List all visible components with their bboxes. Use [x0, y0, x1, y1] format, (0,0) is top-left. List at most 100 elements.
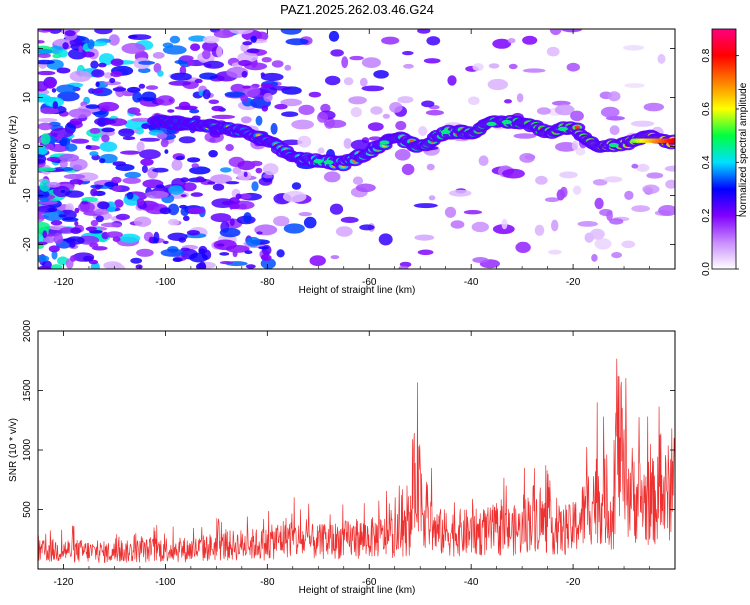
- noise-cell: [168, 80, 192, 86]
- noise-cell: [280, 29, 302, 35]
- x-tick-label: -100: [155, 577, 175, 588]
- colorbar-tick-label: 0.8: [701, 48, 712, 62]
- noise-cell-strong: [60, 190, 66, 193]
- ridge-hotspot: [608, 142, 619, 148]
- noise-cell-strong: [41, 29, 56, 32]
- noise-cell-strong: [70, 255, 77, 262]
- noise-cell: [271, 60, 284, 68]
- noise-cell-strong: [235, 193, 242, 200]
- noise-cell: [561, 29, 583, 33]
- noise-cell: [168, 218, 180, 226]
- noise-cell: [145, 190, 169, 199]
- noise-cell: [108, 34, 120, 46]
- noise-cell-strong: [249, 160, 263, 167]
- noise-cell: [98, 53, 115, 66]
- noise-cell: [58, 49, 68, 58]
- noise-cell: [591, 254, 598, 262]
- noise-cell: [325, 75, 341, 86]
- noise-cell-strong: [145, 85, 159, 90]
- noise-cell: [189, 109, 200, 114]
- noise-cell: [126, 192, 134, 200]
- noise-cell: [58, 137, 71, 147]
- noise-cell-strong: [250, 35, 257, 43]
- noise-cell: [89, 151, 99, 157]
- noise-cell: [609, 218, 624, 225]
- noise-cell: [335, 226, 353, 237]
- noise-cell: [232, 167, 242, 175]
- noise-cell: [297, 135, 312, 148]
- noise-cell: [136, 248, 154, 257]
- noise-cell: [274, 103, 288, 110]
- noise-cell: [167, 232, 188, 241]
- noise-cell-strong: [240, 94, 249, 103]
- ridge-hotspot: [313, 159, 324, 164]
- noise-cell: [515, 241, 531, 253]
- noise-cell: [536, 107, 551, 115]
- noise-cell: [38, 70, 56, 76]
- noise-cell: [631, 205, 650, 213]
- noise-cell: [534, 224, 545, 236]
- noise-cell: [169, 35, 181, 44]
- noise-cell: [501, 218, 508, 230]
- y-tick-label: -20: [22, 237, 33, 252]
- noise-cell: [157, 70, 164, 77]
- noise-cell: [58, 153, 80, 162]
- noise-cell-strong: [244, 250, 253, 255]
- noise-cell: [298, 212, 313, 217]
- x-tick-label: -40: [464, 277, 479, 288]
- noise-cell: [636, 163, 650, 172]
- colorbar-tick-label: 0.4: [701, 155, 712, 169]
- noise-cell-strong: [239, 203, 247, 210]
- noise-cell: [281, 111, 299, 117]
- noise-cell-strong: [78, 45, 83, 53]
- noise-cell-strong: [50, 220, 63, 226]
- y-tick-label: 2000: [22, 319, 33, 342]
- noise-cell: [170, 72, 192, 81]
- x-tick-label: -20: [566, 277, 581, 288]
- noise-cell: [325, 119, 347, 128]
- noise-cell: [402, 51, 414, 56]
- noise-cell: [488, 63, 500, 69]
- noise-cell: [38, 167, 56, 172]
- noise-cell: [246, 236, 261, 247]
- noise-cell: [160, 248, 185, 257]
- noise-cell-strong: [112, 236, 121, 242]
- noise-cell: [463, 210, 482, 215]
- noise-cell-strong: [242, 41, 253, 46]
- colorbar-tick-label: 0.2: [701, 208, 712, 222]
- noise-cell-strong: [164, 149, 169, 154]
- noise-cell: [413, 203, 438, 209]
- noise-cell: [643, 102, 664, 112]
- noise-cell: [611, 252, 622, 259]
- noise-cell-strong: [41, 266, 52, 269]
- noise-cell: [548, 249, 562, 255]
- noise-cell-strong: [190, 43, 201, 51]
- noise-cell: [115, 213, 130, 220]
- noise-cell: [468, 96, 480, 105]
- noise-cell: [135, 127, 144, 135]
- noise-cell: [99, 158, 106, 164]
- noise-cell: [291, 182, 302, 190]
- noise-cell: [341, 56, 349, 69]
- noise-cell: [559, 171, 578, 179]
- noise-cell-strong: [74, 221, 79, 226]
- noise-cell: [175, 155, 185, 161]
- noise-cell-strong: [62, 42, 69, 50]
- noise-cell-strong: [64, 30, 76, 37]
- noise-cell-strong: [85, 226, 97, 232]
- noise-cell: [38, 48, 53, 54]
- noise-cell: [237, 52, 259, 63]
- noise-cell: [188, 35, 208, 42]
- noise-cell-strong: [246, 48, 260, 54]
- noise-cell: [282, 190, 307, 203]
- noise-cell-strong: [260, 83, 274, 89]
- noise-cell-strong: [148, 236, 154, 244]
- noise-cell: [114, 199, 124, 208]
- noise-cell: [487, 78, 508, 91]
- noise-cell-strong: [90, 219, 99, 227]
- noise-cell: [395, 120, 407, 131]
- noise-cell-strong: [180, 247, 191, 252]
- noise-cell: [210, 174, 233, 184]
- noise-cell: [167, 203, 180, 216]
- noise-cell: [64, 190, 85, 198]
